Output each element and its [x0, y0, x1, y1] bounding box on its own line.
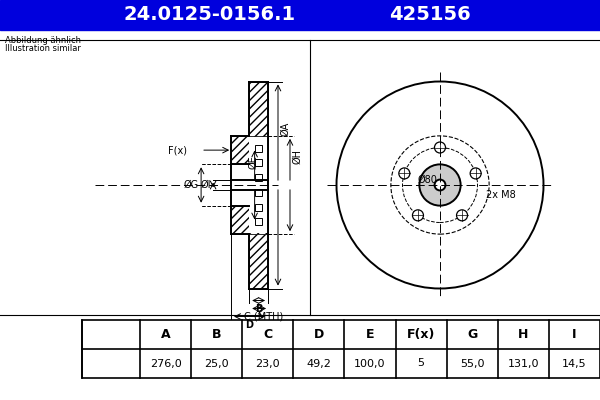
Text: 5: 5: [418, 358, 425, 368]
Text: A: A: [161, 328, 170, 341]
Bar: [231, 190, 268, 206]
Bar: [82, 320, 600, 378]
Text: C (MTH): C (MTH): [244, 312, 283, 322]
Text: Illustration similar: Illustration similar: [5, 44, 81, 53]
Bar: [0, 0, 600, 30]
Text: ØH: ØH: [292, 149, 302, 164]
Bar: [255, 189, 262, 196]
Bar: [231, 164, 268, 180]
Bar: [231, 165, 268, 205]
Text: I: I: [572, 328, 577, 341]
Bar: [255, 174, 262, 181]
Text: Abbildung ähnlich: Abbildung ähnlich: [5, 36, 81, 45]
Text: D: D: [245, 320, 254, 330]
Bar: [255, 160, 262, 166]
Text: 2x M8: 2x M8: [485, 190, 515, 200]
Circle shape: [434, 180, 445, 190]
Text: F(x): F(x): [168, 145, 187, 155]
Text: 49,2: 49,2: [307, 358, 331, 368]
Bar: [255, 145, 262, 152]
Bar: [255, 204, 262, 210]
Text: ØG: ØG: [184, 180, 199, 190]
Text: 14,5: 14,5: [562, 358, 587, 368]
Text: 131,0: 131,0: [508, 358, 539, 368]
Text: 55,0: 55,0: [460, 358, 484, 368]
Circle shape: [457, 210, 467, 221]
Text: ØE: ØE: [248, 155, 259, 169]
Text: 276,0: 276,0: [149, 358, 181, 368]
Bar: [249, 137, 268, 233]
Text: ØI: ØI: [200, 180, 211, 190]
Circle shape: [470, 168, 481, 179]
Bar: [231, 206, 268, 234]
Bar: [255, 218, 262, 225]
Text: F(x): F(x): [407, 328, 435, 341]
Circle shape: [419, 164, 461, 206]
Text: 25,0: 25,0: [205, 358, 229, 368]
Circle shape: [434, 142, 445, 153]
Text: B: B: [212, 328, 221, 341]
Text: C: C: [263, 328, 272, 341]
Text: 425156: 425156: [389, 6, 471, 24]
Text: 23,0: 23,0: [256, 358, 280, 368]
Circle shape: [399, 168, 410, 179]
Text: E: E: [366, 328, 374, 341]
Bar: [231, 180, 268, 190]
Bar: [231, 136, 268, 164]
Text: H: H: [518, 328, 529, 341]
Text: B: B: [255, 304, 262, 314]
Text: ØA: ØA: [280, 122, 290, 136]
Text: 24.0125-0156.1: 24.0125-0156.1: [124, 6, 296, 24]
Text: Ø80: Ø80: [418, 175, 438, 185]
Text: D: D: [314, 328, 324, 341]
Circle shape: [412, 210, 424, 221]
Text: G: G: [467, 328, 478, 341]
Text: 100,0: 100,0: [354, 358, 386, 368]
Bar: [249, 234, 268, 288]
Bar: [249, 82, 268, 136]
